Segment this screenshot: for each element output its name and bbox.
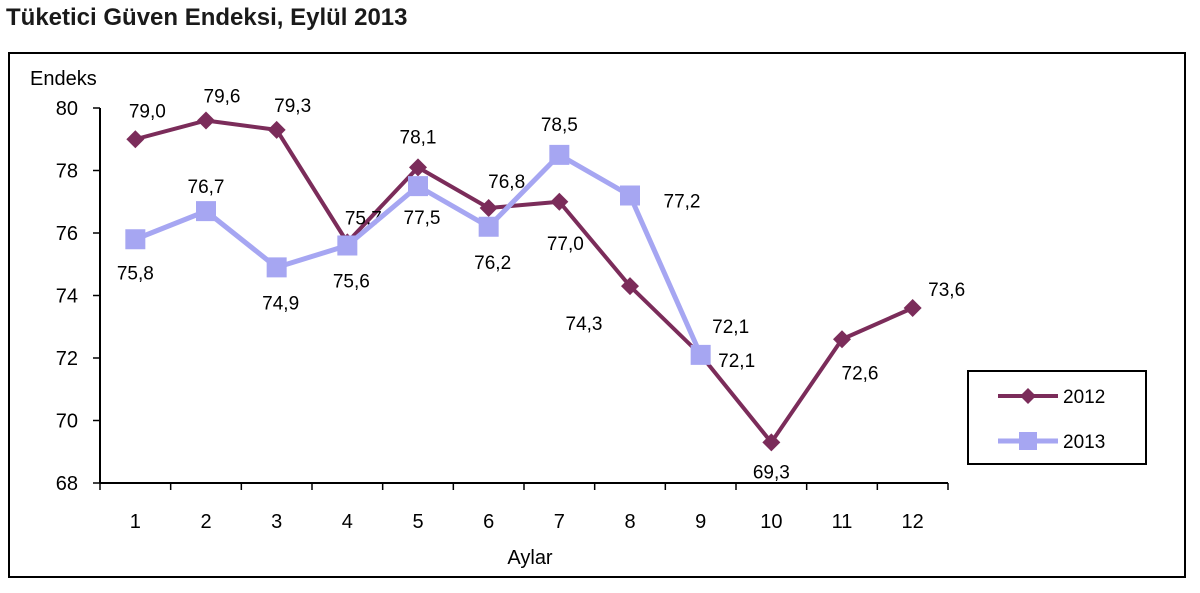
x-tick-label: 2 bbox=[200, 511, 211, 533]
data-point-marker bbox=[125, 229, 146, 250]
data-label: 79,6 bbox=[204, 87, 241, 108]
data-label: 77,5 bbox=[404, 208, 441, 229]
y-tick-label: 80 bbox=[56, 98, 78, 120]
data-point-marker bbox=[478, 216, 499, 237]
data-point-marker bbox=[408, 176, 428, 197]
data-label: 79,3 bbox=[274, 96, 311, 117]
legend-label-2012: 2012 bbox=[1063, 387, 1105, 408]
chart-frame bbox=[8, 52, 1186, 578]
data-point-marker bbox=[267, 120, 286, 139]
data-point-marker bbox=[337, 235, 358, 256]
x-tick-label: 11 bbox=[832, 511, 853, 533]
y-tick-label: 68 bbox=[56, 473, 78, 495]
x-tick-label: 6 bbox=[483, 511, 494, 533]
y-tick-label: 76 bbox=[56, 223, 78, 245]
y-tick-label: 70 bbox=[56, 411, 78, 433]
x-tick-label: 5 bbox=[412, 511, 423, 533]
data-point-marker bbox=[479, 199, 498, 217]
data-label: 76,2 bbox=[474, 253, 511, 274]
data-label: 77,2 bbox=[664, 192, 701, 213]
x-tick-label: 10 bbox=[760, 511, 782, 533]
data-label: 75,6 bbox=[333, 272, 370, 293]
legend-label-2013: 2013 bbox=[1063, 432, 1105, 453]
x-tick-label: 1 bbox=[130, 511, 141, 533]
data-point-marker bbox=[196, 201, 216, 222]
data-point-marker bbox=[620, 185, 640, 206]
data-label: 72,6 bbox=[842, 363, 879, 384]
data-label: 78,5 bbox=[541, 115, 578, 136]
series-line-2012 bbox=[134, 118, 914, 445]
data-label: 76,7 bbox=[188, 177, 225, 198]
data-point-marker bbox=[903, 299, 922, 317]
data-label: 72,1 bbox=[718, 351, 755, 372]
data-label: 75,8 bbox=[117, 263, 154, 284]
legend-marker-2012 bbox=[1020, 388, 1036, 404]
series-2013: 75,8 76,7 74,9 75,6 77,5 76,2 78,5 77,2 72,1 bbox=[117, 115, 755, 372]
data-point-marker bbox=[621, 277, 639, 296]
y-tick-label: 72 bbox=[56, 348, 78, 370]
y-tick-label: 78 bbox=[56, 161, 78, 183]
data-point-marker bbox=[266, 257, 287, 278]
x-tick-label: 12 bbox=[902, 511, 924, 533]
x-tick-label: 3 bbox=[271, 511, 282, 533]
data-label: 72,1 bbox=[712, 317, 749, 338]
data-point-marker bbox=[126, 130, 145, 149]
x-axis-label: Aylar bbox=[507, 547, 553, 569]
data-label: 69,3 bbox=[753, 462, 790, 483]
data-label: 78,1 bbox=[400, 127, 437, 148]
data-point-marker bbox=[549, 144, 570, 165]
data-label: 73,6 bbox=[928, 280, 965, 301]
x-tick-label: 7 bbox=[554, 511, 565, 533]
x-tick-label: 8 bbox=[624, 511, 635, 533]
x-tick-label: 4 bbox=[342, 511, 353, 533]
data-point-marker bbox=[762, 433, 781, 452]
data-point-marker bbox=[550, 192, 569, 211]
data-label: 74,9 bbox=[262, 293, 299, 314]
data-point-marker bbox=[409, 158, 427, 177]
data-label: 79,0 bbox=[129, 101, 166, 122]
legend-marker-2013 bbox=[1019, 432, 1037, 450]
y-tick-label: 74 bbox=[56, 286, 78, 308]
data-label: 76,8 bbox=[488, 172, 525, 193]
data-point-marker bbox=[690, 344, 711, 365]
chart-title: Tüketici Güven Endeksi, Eylül 2013 bbox=[6, 4, 408, 31]
legend-box bbox=[967, 370, 1147, 465]
series-2012: 79,079,6 79,375,778,176,877,074,3 72,169,3… bbox=[126, 87, 965, 483]
x-tick-label: 9 bbox=[695, 511, 706, 533]
data-label: 77,0 bbox=[547, 234, 584, 255]
y-axis-label: Endeks bbox=[30, 68, 97, 90]
data-point-marker bbox=[197, 111, 215, 130]
data-label: 74,3 bbox=[566, 314, 603, 335]
data-point-marker bbox=[833, 330, 851, 349]
